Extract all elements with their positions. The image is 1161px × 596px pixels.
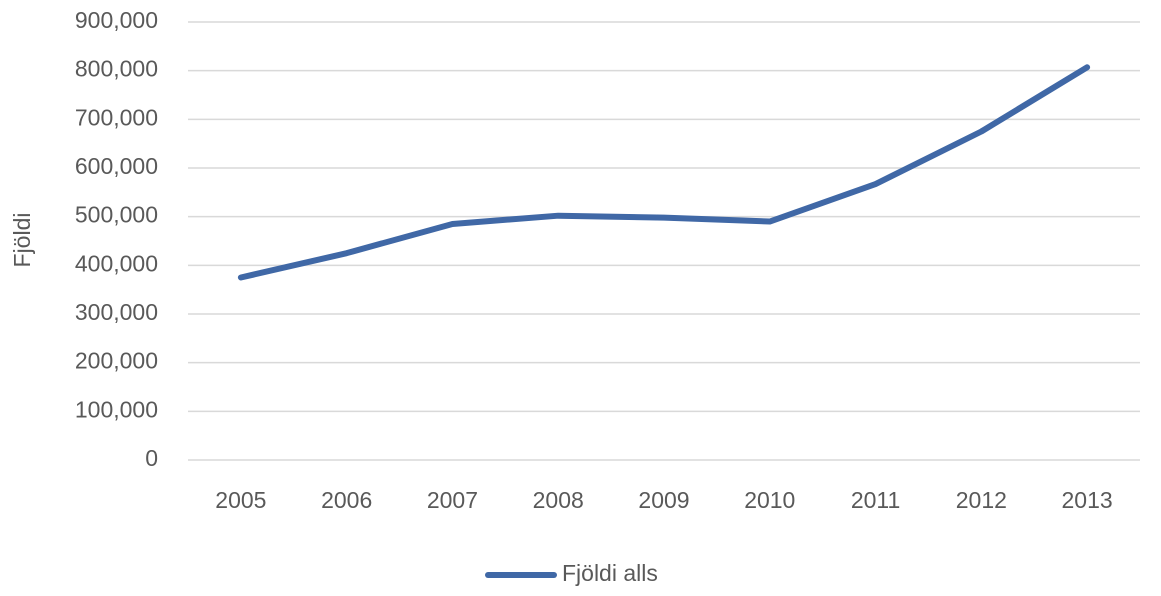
- y-tick-label: 600,000: [75, 153, 158, 179]
- legend-label: Fjöldi alls: [562, 560, 658, 586]
- y-tick-label: 500,000: [75, 202, 158, 228]
- y-tick-label: 0: [145, 445, 158, 471]
- x-tick-label: 2009: [638, 487, 689, 513]
- y-axis-label: Fjöldi: [9, 213, 35, 268]
- y-tick-label: 200,000: [75, 348, 158, 374]
- x-tick-label: 2008: [533, 487, 584, 513]
- x-tick-label: 2006: [321, 487, 372, 513]
- y-tick-label: 400,000: [75, 250, 158, 276]
- x-tick-label: 2007: [427, 487, 478, 513]
- y-tick-label: 700,000: [75, 104, 158, 130]
- y-tick-label: 300,000: [75, 299, 158, 325]
- x-tick-label: 2011: [851, 487, 900, 513]
- y-tick-label: 900,000: [75, 7, 158, 33]
- x-tick-label: 2013: [1062, 487, 1113, 513]
- x-tick-label: 2010: [744, 487, 795, 513]
- y-tick-label: 100,000: [75, 396, 158, 422]
- y-tick-label: 800,000: [75, 56, 158, 82]
- data-line: [237, 64, 1091, 281]
- x-tick-label: 2005: [215, 487, 266, 513]
- x-tick-label: 2012: [956, 487, 1007, 513]
